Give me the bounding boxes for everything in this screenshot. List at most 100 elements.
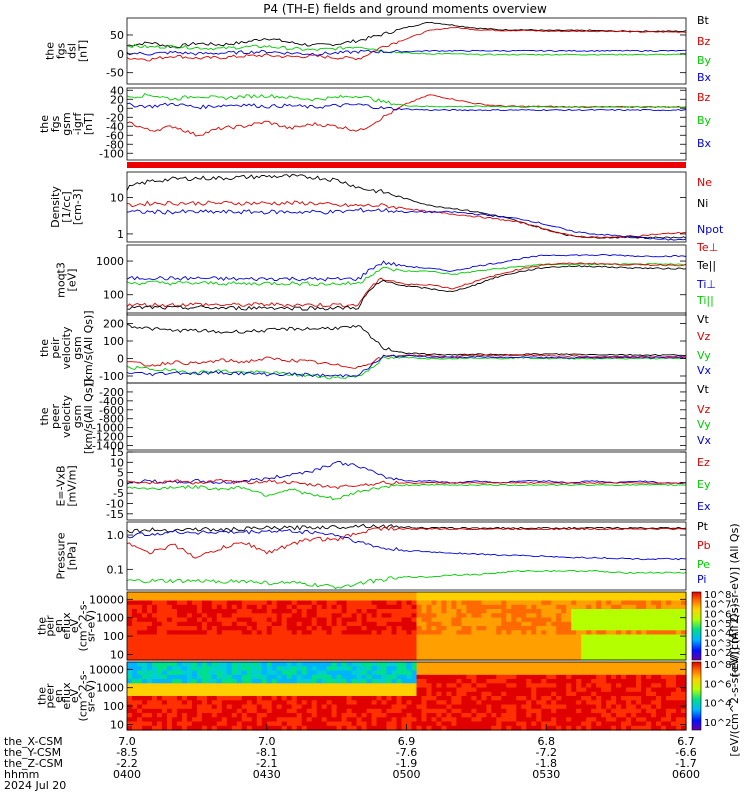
x-tick-label-the_Y_CSM: -6.6 — [675, 746, 696, 759]
y-axis-label-line: (cm^2-s- — [76, 671, 89, 722]
series-density-Npot — [126, 207, 687, 241]
series-pressure-Pt — [126, 523, 687, 534]
series-pressure-Pe — [126, 569, 687, 590]
panel-pressure: 1.0 0.1 Pressure[nPa] Pt Pb Pe Pi — [55, 520, 711, 591]
legend-item: Ti⊥ — [696, 278, 716, 291]
y-axis-label-line: eV — [68, 688, 81, 703]
panel-frame — [126, 382, 687, 451]
y-tick-label: -15 — [106, 508, 124, 521]
legend-item: Vy — [697, 418, 711, 431]
y-tick-label: 1000 — [96, 682, 124, 695]
panel-frame — [126, 87, 687, 161]
y-axis-label-line: the — [36, 617, 49, 635]
panel-frame — [126, 244, 687, 316]
series-temperature-Te⊥ — [126, 262, 687, 308]
legend-item: Vt — [697, 383, 710, 396]
y-axis-label-line: [km/s(All Qs)] — [82, 310, 95, 385]
y-tick-label: 15 — [110, 446, 124, 459]
y-axis-label: moqt3[eV] — [55, 262, 79, 298]
y-axis-label-line: [cm-3] — [71, 189, 84, 225]
y-tick-label: 0 — [117, 102, 124, 115]
y-axis-label-line: the — [38, 339, 51, 357]
legend-item: Npot — [697, 223, 724, 236]
y-tick-label: -40 — [106, 120, 124, 133]
x-tick-label-hhmm: 0530 — [532, 768, 560, 781]
colorbar-tick-label: 10^6 — [704, 679, 731, 690]
y-axis-label-line: -igrf — [71, 112, 84, 136]
y-axis-label-line: Pressure — [55, 532, 68, 579]
y-tick-label: 20 — [110, 93, 124, 106]
y-tick-label: 100 — [103, 700, 124, 713]
x-tick-label-the_Z_CSM: -1.7 — [675, 757, 696, 770]
panel-frame — [126, 171, 687, 243]
y-tick-label: 1000 — [96, 612, 124, 625]
x-tick-label-the_X_CSM: 6.8 — [538, 735, 556, 748]
x-tick-label-the_Z_CSM: -1.8 — [536, 757, 557, 770]
x-tick-label-the_X_CSM: 6.7 — [677, 735, 695, 748]
legend-item: Bz — [697, 91, 711, 104]
legend-item: By — [697, 54, 712, 67]
y-tick-label: 0 — [117, 353, 124, 366]
panel-temperature: 1000 100 moqt3[eV] Te⊥ Te|| Ti⊥ Ti|| — [55, 241, 718, 316]
legend-item: Pi — [697, 573, 706, 586]
plot-title: P4 (TH-E) fields and ground moments over… — [263, 2, 547, 16]
legend-item: Vt — [697, 313, 710, 326]
colorbar-tick-label: 10^3 — [704, 638, 731, 649]
x-row-label: the_X-CSM — [4, 735, 63, 748]
y-tick-label: -50 — [106, 67, 124, 80]
y-axis-label-line: dsl — [66, 43, 79, 59]
colorbar-tick-label: 10^4 — [704, 699, 731, 710]
x-tick-label-the_X_CSM: 6.9 — [398, 735, 416, 748]
series-temperature-Ti|| — [126, 263, 687, 287]
x-row-label: the_Y-CSM — [4, 746, 61, 759]
colorbar-tick-label: 10^7 — [704, 600, 731, 611]
x-tick-label-the_Y_CSM: -8.5 — [116, 746, 137, 759]
y-axis-label-line: [nT] — [82, 113, 95, 135]
x-row-label: 2024 Jul 20 — [4, 779, 66, 792]
legend-item: Ez — [697, 456, 710, 469]
y-axis-label: E=-VxB[mV/m] — [55, 465, 79, 506]
legend-item: Te|| — [696, 259, 716, 272]
y-axis-label-line: [nPa] — [66, 542, 79, 570]
y-tick-label: 0 — [117, 477, 124, 490]
y-tick-label: -1400 — [92, 440, 124, 453]
colorbar-peer_spec: 10^8 10^6 10^4 10^2 — [691, 660, 731, 731]
series-fgs_gsm-By — [126, 93, 687, 108]
y-tick-label: 10 — [110, 719, 124, 732]
panel-frame — [126, 591, 687, 661]
y-tick-label: -1000 — [92, 422, 124, 435]
y-tick-label: 10000 — [89, 663, 124, 676]
y-axis-label-line: fgs — [49, 115, 62, 132]
colorbar-tick-label: 10^6 — [704, 609, 731, 620]
y-tick-label: 0.1 — [107, 563, 125, 576]
y-axis-label-line: [eV] — [66, 269, 79, 292]
x-tick-label-the_X_CSM: 7.0 — [118, 735, 136, 748]
y-tick-label: 100 — [103, 289, 124, 302]
y-axis-label-line: velocity — [60, 395, 73, 438]
series-peir_velocity-Vt — [126, 324, 687, 357]
series-temperature-Te|| — [126, 265, 687, 311]
legend-item: Ni — [697, 197, 708, 210]
y-axis-label-line: gsm — [71, 405, 84, 428]
x-tick-label-the_Y_CSM: -7.2 — [536, 746, 557, 759]
series-fgs_dsl-By — [126, 43, 687, 56]
legend-item: Vy — [697, 349, 711, 362]
y-axis-label-line: [nT] — [77, 40, 90, 62]
y-axis-label: Pressure[nPa] — [55, 532, 79, 579]
legend-item: Vz — [697, 403, 711, 416]
y-tick-label: 1.0 — [107, 529, 125, 542]
legend-item: Vz — [697, 330, 711, 343]
x-tick-label-the_Z_CSM: -2.1 — [256, 757, 277, 770]
y-tick-label: -100 — [99, 370, 124, 383]
colorbar-tick-label: 10^4 — [704, 629, 731, 640]
panel-density: 10 1 Density[1/cc][cm-3] Ne Ni Npot — [49, 171, 724, 243]
y-tick-label: 10 — [110, 192, 124, 205]
y-axis-label-line: the — [44, 42, 57, 60]
y-tick-label: -60 — [106, 129, 124, 142]
series-fgs_dsl-Bt — [126, 21, 687, 49]
